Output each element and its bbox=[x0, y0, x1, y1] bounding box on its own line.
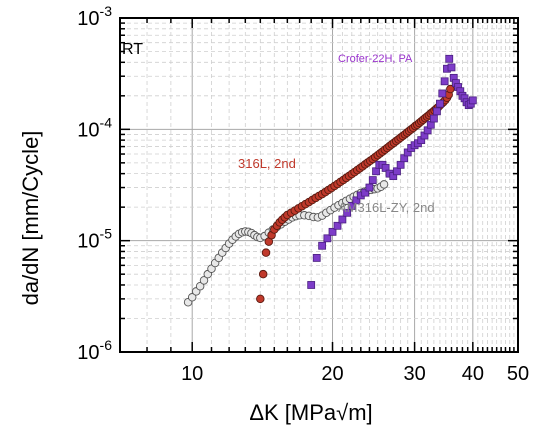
y-tick-label: 10-5 bbox=[77, 226, 112, 253]
data-point-square bbox=[396, 160, 405, 169]
data-point-circle bbox=[379, 180, 389, 189]
series-crofer-22h-pa bbox=[307, 54, 477, 289]
data-point-square bbox=[438, 89, 447, 98]
data-point-square bbox=[347, 202, 356, 210]
data-point-square bbox=[468, 96, 477, 105]
label-layer: 10 20 30 40 50 10-6 10-5 10-4 10-3 bbox=[77, 3, 529, 385]
data-point-square bbox=[338, 215, 347, 224]
data-point-square bbox=[447, 63, 456, 72]
data-point-square bbox=[445, 54, 454, 63]
data-point-square bbox=[343, 208, 352, 217]
x-tick-label: 40 bbox=[462, 363, 484, 385]
data-point-circle bbox=[256, 294, 265, 304]
data-point-square bbox=[323, 234, 332, 243]
data-point-square bbox=[307, 281, 316, 289]
data-point-square bbox=[433, 107, 441, 116]
tick-layer bbox=[120, 18, 518, 352]
data-point-square bbox=[372, 167, 380, 176]
data-point-circle bbox=[446, 84, 455, 94]
x-tick-label: 30 bbox=[403, 363, 425, 385]
y-tick-label: 10-6 bbox=[77, 337, 112, 364]
annotation-316l: 316L, 2nd bbox=[238, 156, 296, 171]
data-point-square bbox=[440, 77, 449, 86]
data-point-square bbox=[368, 176, 377, 184]
annotation-am316l: AM316L-ZY, 2nd bbox=[338, 200, 435, 215]
grid-layer bbox=[120, 18, 518, 352]
x-tick-label: 20 bbox=[321, 363, 343, 385]
x-tick-label: 50 bbox=[507, 363, 529, 385]
data-point-square bbox=[436, 99, 444, 108]
data-point-square bbox=[328, 227, 337, 236]
data-point-square bbox=[361, 188, 370, 197]
series-layer bbox=[183, 54, 477, 307]
data-point-square bbox=[352, 196, 361, 205]
annotation-crofer: Crofer-22H, PA bbox=[338, 53, 413, 65]
data-point-circle bbox=[195, 281, 205, 291]
data-point-circle bbox=[258, 269, 268, 279]
data-point-square bbox=[333, 221, 342, 230]
y-tick-label: 10-3 bbox=[77, 3, 112, 30]
data-point-square bbox=[393, 167, 401, 176]
y-axis-label: da/dN [mm/Cycle] bbox=[18, 131, 43, 306]
series-316l-2nd bbox=[256, 84, 455, 304]
data-point-circle bbox=[261, 248, 271, 257]
data-point-square bbox=[318, 241, 327, 250]
x-tick-label: 10 bbox=[181, 363, 203, 385]
annotation-rt: RT bbox=[122, 41, 143, 58]
data-point-square bbox=[365, 183, 374, 192]
data-point-square bbox=[312, 254, 321, 262]
data-point-square bbox=[429, 114, 438, 123]
plot-frame bbox=[119, 17, 519, 353]
data-point-circle bbox=[187, 293, 197, 302]
y-tick-label: 10-4 bbox=[77, 114, 112, 141]
data-point-circle bbox=[199, 276, 209, 285]
x-axis-label: ΔK [MPa√m] bbox=[249, 400, 372, 425]
